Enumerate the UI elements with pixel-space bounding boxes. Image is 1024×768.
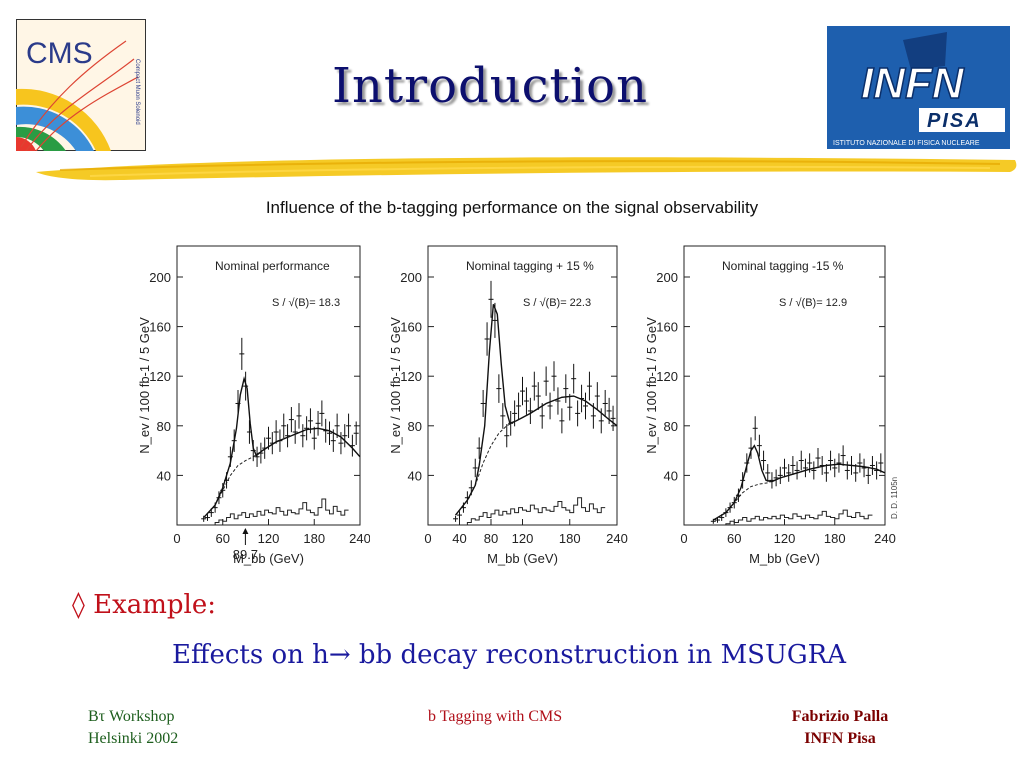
y-axis-label: N_ev / 100 fb-1 / 5 GeV xyxy=(644,317,659,454)
chart-panel-plus15: 40 80 120 160 200 0 40 80 120 180 240 M_bb (GeV) N_e… xyxy=(388,245,628,566)
y-tick-label: 200 xyxy=(656,270,678,285)
y-tick-label: 120 xyxy=(149,369,171,384)
chart-panel-nominal: 40 80 120 160 200 0 60 120 180 240 M_bb (GeV) N_ev … xyxy=(137,245,370,566)
plot-frame xyxy=(176,245,361,526)
y-tick-label: 80 xyxy=(157,419,171,434)
cms-logo-text: CMS xyxy=(26,37,93,70)
y-tick-label: 40 xyxy=(157,468,171,483)
x-tick-label: 40 xyxy=(452,531,466,546)
y-tick-label: 120 xyxy=(400,369,422,384)
cms-logo: CMS Compact Muon Solenoid xyxy=(16,19,146,151)
x-tick-label: 0 xyxy=(680,531,687,546)
signal-fit-line xyxy=(455,304,618,516)
footer-affiliation: INFN Pisa xyxy=(804,730,876,747)
chart-annotation: S / √(B)= 18.3 xyxy=(272,297,340,309)
y-tick-label: 160 xyxy=(656,320,678,335)
chart-0: 40 80 120 160 200 0 60 120 180 240 M_bb (GeV) N_ev … xyxy=(137,245,370,566)
y-axis-label: N_ev / 100 fb-1 / 5 GeV xyxy=(137,317,152,454)
infn-logo-text: INFN xyxy=(861,59,965,108)
plot-frame xyxy=(683,245,886,526)
footer-location: Helsinki 2002 xyxy=(88,730,179,747)
example-description: Effects on h→ bb decay reconstruction in… xyxy=(172,640,847,670)
infn-logo-subtext: PISA xyxy=(927,110,982,132)
chart-title: Nominal tagging -15 % xyxy=(722,259,844,273)
side-note: D. D. 1105n xyxy=(890,477,897,519)
x-tick-label: 60 xyxy=(216,531,230,546)
footer-left: Bτ Workshop Helsinki 2002 xyxy=(88,706,178,750)
x-tick-label: 180 xyxy=(559,531,581,546)
y-tick-label: 80 xyxy=(664,419,678,434)
chart-title: Nominal tagging + 15 % xyxy=(466,259,594,273)
y-tick-label: 200 xyxy=(400,270,422,285)
infn-logo-caption: ISTITUTO NAZIONALE DI FISICA NUCLEARE xyxy=(833,140,980,147)
x-tick-label: 180 xyxy=(303,531,325,546)
footer-right: Fabrizio Palla INFN Pisa xyxy=(760,706,920,750)
x-tick-label: 240 xyxy=(349,531,370,546)
signal-fit-line xyxy=(203,376,361,519)
x-tick-label: 120 xyxy=(512,531,534,546)
chart-1: 40 80 120 160 200 0 40 80 120 180 240 M_bb (GeV) N_e… xyxy=(388,245,628,566)
background-histogram xyxy=(214,498,349,525)
x-tick-label: 240 xyxy=(606,531,628,546)
slide-title: Introduction xyxy=(332,58,648,114)
x-tick-label: 0 xyxy=(173,531,180,546)
x-tick-label: 60 xyxy=(727,531,741,546)
infn-logo: INFN PISA ISTITUTO NAZIONALE DI FISICA N… xyxy=(827,26,1010,149)
y-tick-label: 200 xyxy=(149,270,171,285)
x-tick-label: 120 xyxy=(258,531,280,546)
signal-fit-line xyxy=(712,444,886,521)
y-tick-label: 40 xyxy=(664,468,678,483)
chart-annotation: S / √(B)= 22.3 xyxy=(523,297,591,309)
footer-author: Fabrizio Palla xyxy=(791,708,889,725)
footer-workshop: Bτ Workshop xyxy=(88,708,175,725)
y-axis-label: N_ev / 100 fb-1 / 5 GeV xyxy=(388,317,403,454)
y-tick-label: 80 xyxy=(408,419,422,434)
y-tick-label: 160 xyxy=(400,320,422,335)
peak-arrow-head xyxy=(242,528,249,534)
background-fit-line xyxy=(455,395,618,516)
x-axis-label: M_bb (GeV) xyxy=(487,551,558,566)
chart-title: Nominal performance xyxy=(215,259,330,273)
footer-center: b Tagging with CMS xyxy=(428,708,563,725)
y-tick-label: 160 xyxy=(149,320,171,335)
x-tick-label: 80 xyxy=(484,531,498,546)
x-tick-label: 180 xyxy=(824,531,846,546)
x-tick-label: 120 xyxy=(774,531,796,546)
peak-label: 89.7 xyxy=(233,547,258,562)
x-tick-label: 0 xyxy=(424,531,431,546)
cms-logo-subtext: Compact Muon Solenoid xyxy=(134,59,140,125)
x-axis-label: M_bb (GeV) xyxy=(749,551,820,566)
chart-panel-minus15: 40 80 120 160 200 0 60 120 180 240 M_bb (GeV) N_ev … xyxy=(644,245,897,566)
x-axis-label: M_bb (GeV) xyxy=(233,551,304,566)
chart-annotation: S / √(B)= 12.9 xyxy=(779,297,847,309)
y-tick-label: 120 xyxy=(656,369,678,384)
title-underline-swoosh xyxy=(36,157,1017,181)
figure-title: Influence of the b-tagging performance o… xyxy=(265,198,759,217)
background-histogram xyxy=(725,509,873,525)
background-histogram xyxy=(466,497,606,525)
chart-2: 40 80 120 160 200 0 60 120 180 240 M_bb (GeV) N_ev … xyxy=(644,245,897,566)
example-bullet: ◊ Example: xyxy=(72,590,217,620)
x-tick-label: 240 xyxy=(874,531,896,546)
y-tick-label: 40 xyxy=(408,468,422,483)
